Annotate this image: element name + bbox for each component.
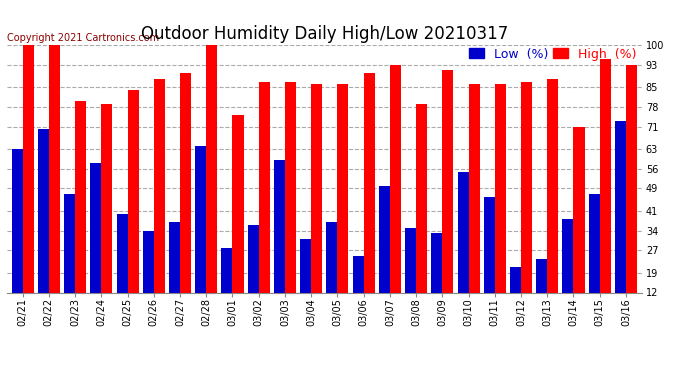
Bar: [23, 45, 34, 292]
Bar: [416, 104, 427, 292]
Bar: [259, 82, 270, 292]
Title: Outdoor Humidity Daily High/Low 20210317: Outdoor Humidity Daily High/Low 20210317: [141, 26, 508, 44]
Bar: [615, 121, 626, 292]
Bar: [90, 163, 101, 292]
Bar: [206, 45, 217, 292]
Bar: [337, 84, 348, 292]
Bar: [353, 256, 364, 292]
Bar: [221, 248, 233, 292]
Bar: [573, 127, 584, 292]
Bar: [510, 267, 521, 292]
Bar: [469, 84, 480, 292]
Bar: [390, 64, 401, 292]
Bar: [128, 90, 139, 292]
Bar: [75, 101, 86, 292]
Bar: [326, 222, 337, 292]
Bar: [169, 222, 180, 292]
Bar: [442, 70, 453, 292]
Bar: [405, 228, 416, 292]
Text: Copyright 2021 Cartronics.com: Copyright 2021 Cartronics.com: [7, 33, 159, 42]
Bar: [64, 194, 75, 292]
Legend: Low  (%), High  (%): Low (%), High (%): [464, 42, 642, 66]
Bar: [457, 172, 469, 292]
Bar: [248, 225, 259, 292]
Bar: [562, 219, 573, 292]
Bar: [484, 197, 495, 292]
Bar: [536, 259, 547, 292]
Bar: [143, 231, 154, 292]
Bar: [101, 104, 112, 292]
Bar: [364, 73, 375, 292]
Bar: [600, 59, 611, 292]
Bar: [379, 186, 390, 292]
Bar: [311, 84, 322, 292]
Bar: [233, 116, 244, 292]
Bar: [589, 194, 600, 292]
Bar: [195, 146, 206, 292]
Bar: [38, 129, 49, 292]
Bar: [12, 149, 23, 292]
Bar: [547, 79, 558, 292]
Bar: [49, 45, 60, 292]
Bar: [300, 239, 311, 292]
Bar: [154, 79, 165, 292]
Bar: [285, 82, 296, 292]
Bar: [431, 233, 442, 292]
Bar: [495, 84, 506, 292]
Bar: [117, 214, 128, 292]
Bar: [626, 64, 637, 292]
Bar: [274, 160, 285, 292]
Bar: [521, 82, 532, 292]
Bar: [180, 73, 191, 292]
